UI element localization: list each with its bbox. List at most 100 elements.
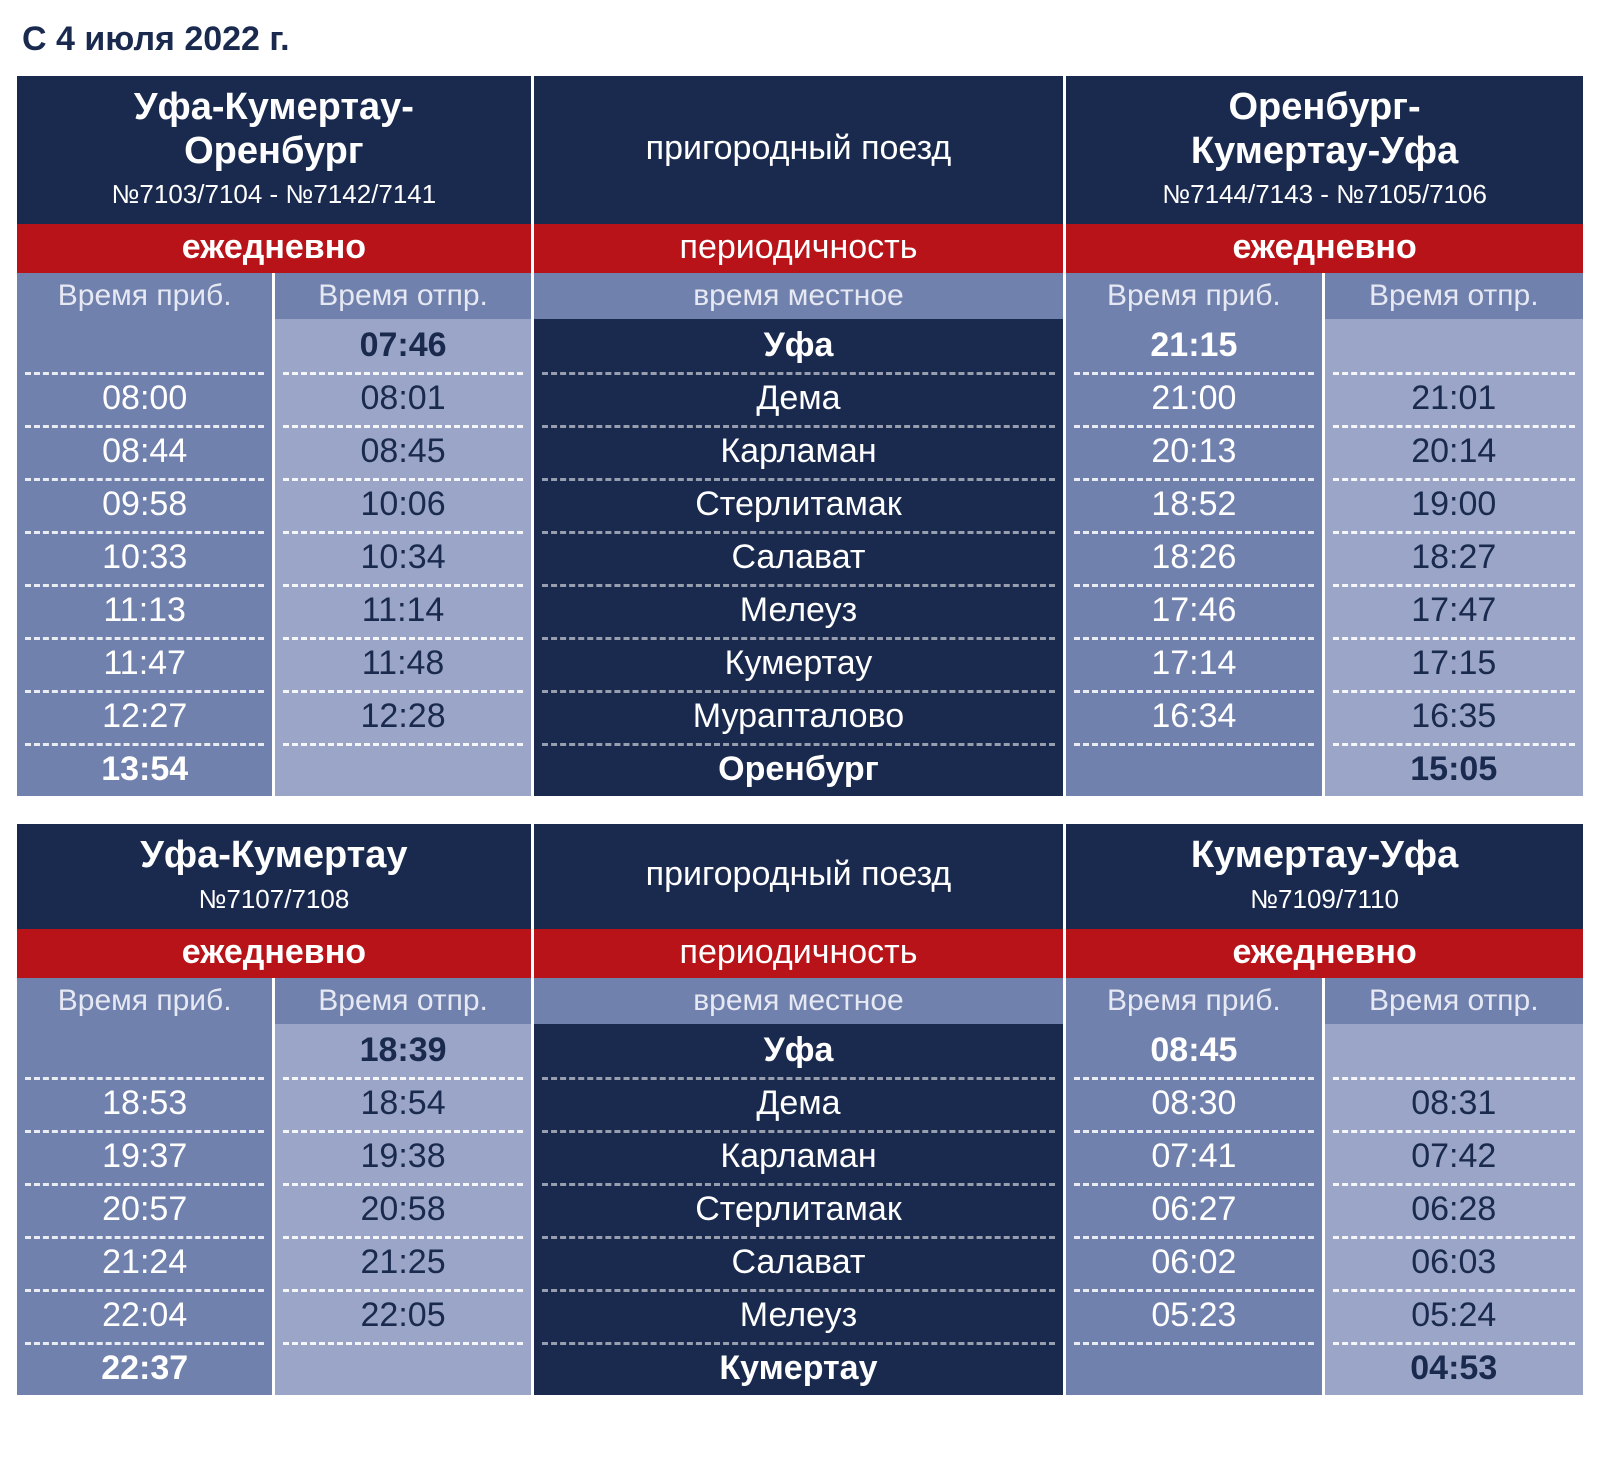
data-rows: 07:46 Уфа 21:15 08:00 08:01 Дема 21:00 2… (17, 319, 1583, 796)
arrival-right: 17:14 (1066, 637, 1324, 690)
tables-container: Уфа-Кумертау-Оренбург №7103/7104 - №7142… (12, 71, 1588, 1400)
header-row: Уфа-Кумертау №7107/7108 пригородный поез… (17, 824, 1583, 929)
arrival-right: 20:13 (1066, 425, 1324, 478)
train-numbers-right: №7144/7143 - №7105/7106 (1072, 179, 1577, 210)
arrival-right: 16:34 (1066, 690, 1324, 743)
station-name: Дема (534, 1077, 1066, 1130)
departure-left: 10:34 (275, 531, 533, 584)
periodicity-label: периодичность (534, 224, 1066, 273)
column-labels-row: Время приб. Время отпр. время местное Вр… (17, 978, 1583, 1024)
arrival-left: 11:13 (17, 584, 275, 637)
departure-left: 07:46 (275, 319, 533, 372)
arrival-right: 08:30 (1066, 1077, 1324, 1130)
arrival-left: 19:37 (17, 1130, 275, 1183)
arrival-right: 06:02 (1066, 1236, 1324, 1289)
table-row: 22:04 22:05 Мелеуз 05:23 05:24 (17, 1289, 1583, 1342)
table-row: 21:24 21:25 Салават 06:02 06:03 (17, 1236, 1583, 1289)
arrival-left (17, 1024, 275, 1077)
station-name: Оренбург (534, 743, 1066, 796)
arrival-right: 07:41 (1066, 1130, 1324, 1183)
station-name: Уфа (534, 1024, 1066, 1077)
departure-left: 12:28 (275, 690, 533, 743)
col-arr-right: Время приб. (1066, 978, 1324, 1024)
station-name: Мелеуз (534, 584, 1066, 637)
arrival-left: 10:33 (17, 531, 275, 584)
arrival-right (1066, 1342, 1324, 1395)
station-name: Кумертау (534, 1342, 1066, 1395)
departure-left: 18:54 (275, 1077, 533, 1130)
schedule-table: Уфа-Кумертау-Оренбург №7103/7104 - №7142… (12, 71, 1588, 801)
arrival-right: 21:15 (1066, 319, 1324, 372)
departure-right: 17:15 (1325, 637, 1583, 690)
station-name: Мурапталово (534, 690, 1066, 743)
col-arr-right: Время приб. (1066, 273, 1324, 319)
header-row: Уфа-Кумертау-Оренбург №7103/7104 - №7142… (17, 76, 1583, 224)
arrival-left: 09:58 (17, 478, 275, 531)
column-labels-row: Время приб. Время отпр. время местное Вр… (17, 273, 1583, 319)
train-type: пригородный поезд (534, 76, 1066, 224)
arrival-left: 11:47 (17, 637, 275, 690)
table-row: 11:13 11:14 Мелеуз 17:46 17:47 (17, 584, 1583, 637)
arrival-left: 08:00 (17, 372, 275, 425)
col-local-time: время местное (534, 273, 1066, 319)
station-name: Дема (534, 372, 1066, 425)
daily-right: ежедневно (1066, 929, 1583, 978)
table-row: 10:33 10:34 Салават 18:26 18:27 (17, 531, 1583, 584)
departure-right: 06:03 (1325, 1236, 1583, 1289)
table-row: 09:58 10:06 Стерлитамак 18:52 19:00 (17, 478, 1583, 531)
col-dep-left: Время отпр. (275, 273, 533, 319)
departure-right: 06:28 (1325, 1183, 1583, 1236)
col-dep-right: Время отпр. (1325, 978, 1583, 1024)
route-left: Уфа-Кумертау-Оренбург №7103/7104 - №7142… (17, 76, 534, 224)
station-name: Салават (534, 531, 1066, 584)
departure-right: 19:00 (1325, 478, 1583, 531)
station-name: Стерлитамак (534, 1183, 1066, 1236)
col-arr-left: Время приб. (17, 978, 275, 1024)
page-title: С 4 июля 2022 г. (22, 20, 1588, 59)
station-name: Салават (534, 1236, 1066, 1289)
arrival-left: 21:24 (17, 1236, 275, 1289)
table-row: 19:37 19:38 Карламан 07:41 07:42 (17, 1130, 1583, 1183)
station-name: Уфа (534, 319, 1066, 372)
col-dep-left: Время отпр. (275, 978, 533, 1024)
arrival-right: 06:27 (1066, 1183, 1324, 1236)
departure-left: 08:45 (275, 425, 533, 478)
departure-left: 19:38 (275, 1130, 533, 1183)
table-row: 08:00 08:01 Дема 21:00 21:01 (17, 372, 1583, 425)
table-row: 13:54 Оренбург 15:05 (17, 743, 1583, 796)
departure-left: 20:58 (275, 1183, 533, 1236)
schedule-table: Уфа-Кумертау №7107/7108 пригородный поез… (12, 819, 1588, 1400)
arrival-right: 08:45 (1066, 1024, 1324, 1077)
train-type: пригородный поезд (534, 824, 1066, 929)
arrival-left: 08:44 (17, 425, 275, 478)
table-row: 22:37 Кумертау 04:53 (17, 1342, 1583, 1395)
departure-right: 08:31 (1325, 1077, 1583, 1130)
arrival-left: 22:37 (17, 1342, 275, 1395)
arrival-right: 21:00 (1066, 372, 1324, 425)
departure-left: 21:25 (275, 1236, 533, 1289)
daily-left: ежедневно (17, 929, 534, 978)
departure-left: 18:39 (275, 1024, 533, 1077)
periodicity-row: ежедневно периодичность ежедневно (17, 224, 1583, 273)
route-right: Оренбург-Кумертау-Уфа №7144/7143 - №7105… (1066, 76, 1583, 224)
departure-right: 18:27 (1325, 531, 1583, 584)
departure-left: 11:48 (275, 637, 533, 690)
departure-right: 16:35 (1325, 690, 1583, 743)
departure-right (1325, 319, 1583, 372)
departure-left: 08:01 (275, 372, 533, 425)
departure-right: 17:47 (1325, 584, 1583, 637)
train-numbers-left: №7107/7108 (23, 884, 525, 915)
arrival-right (1066, 743, 1324, 796)
departure-left (275, 743, 533, 796)
col-arr-left: Время приб. (17, 273, 275, 319)
station-name: Кумертау (534, 637, 1066, 690)
table-row: 07:46 Уфа 21:15 (17, 319, 1583, 372)
departure-right: 04:53 (1325, 1342, 1583, 1395)
col-dep-right: Время отпр. (1325, 273, 1583, 319)
departure-left: 11:14 (275, 584, 533, 637)
arrival-left (17, 319, 275, 372)
station-name: Мелеуз (534, 1289, 1066, 1342)
station-name: Карламан (534, 1130, 1066, 1183)
table-row: 11:47 11:48 Кумертау 17:14 17:15 (17, 637, 1583, 690)
train-numbers-left: №7103/7104 - №7142/7141 (23, 179, 525, 210)
